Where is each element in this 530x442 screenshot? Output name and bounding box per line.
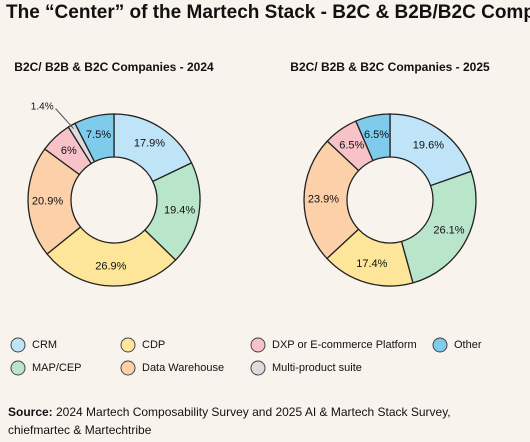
leader-line [55,108,74,129]
legend-label: Multi-product suite [272,362,362,374]
slice [74,113,115,163]
value-label: 6% [61,145,77,157]
slice [400,170,477,284]
value-label: 6.5% [339,139,364,151]
source-text: 2024 Martech Composability Survey and 20… [56,405,451,419]
slice [303,140,360,260]
value-label: 19.4% [164,205,195,217]
legend-label: CRM [32,339,57,351]
legend-swatch [120,360,136,376]
legend-label: MAP/CEP [32,362,82,374]
value-label: 19.6% [413,140,444,152]
legend-swatch [10,337,26,353]
legend-label: DXP or E-commerce Platform [272,339,417,351]
value-label: 7.5% [86,129,111,141]
value-label: 17.9% [134,138,165,150]
value-label: 1.4% [31,101,54,112]
legend-label: CDP [142,339,165,351]
slice [354,113,391,162]
value-label: 6.5% [364,129,389,141]
legend-swatch [250,337,266,353]
value-label: 26.9% [95,260,126,272]
legend-swatch [250,360,266,376]
legend-swatch [432,337,448,353]
source-label: Source: [8,405,53,419]
value-label: 17.4% [356,258,387,270]
value-label: 23.9% [308,194,339,206]
value-label: 26.1% [433,225,464,237]
slice [46,226,177,287]
chart-title: B2C/ B2B & B2C Companies - 2025 [290,60,490,74]
page-title: The “Center” of the Martech Stack - B2C … [6,2,530,23]
source-text: chiefmartec & Martechtribe [8,423,152,437]
legend-swatch [120,337,136,353]
value-label: 20.9% [32,195,63,207]
legend-label: Data Warehouse [142,362,224,374]
legend-label: Other [454,339,482,351]
legend-swatch [10,360,26,376]
chart-title: B2C/ B2B & B2C Companies - 2024 [14,60,214,74]
